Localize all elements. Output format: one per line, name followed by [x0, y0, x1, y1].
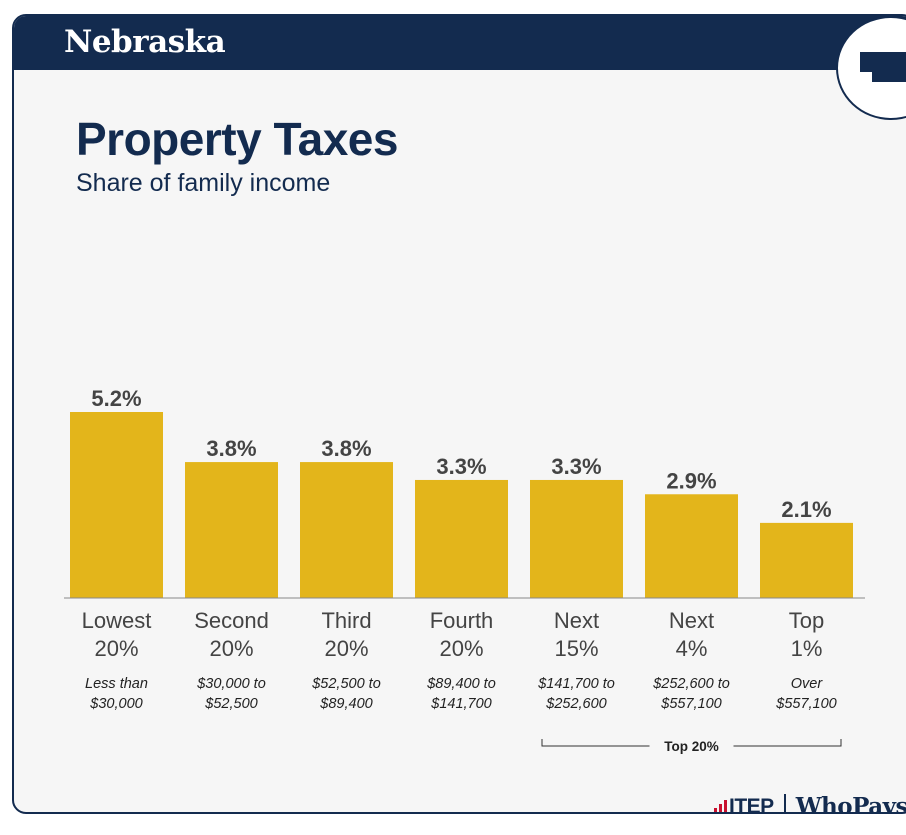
category-label-3-line-1: Third — [321, 608, 371, 633]
income-range-4-line-2: $141,700 — [430, 696, 491, 712]
income-range-3-line-2: $89,400 — [319, 696, 372, 712]
bar-2 — [185, 462, 278, 598]
income-range-7-line-1: Over — [791, 676, 824, 692]
income-range-1-line-1: Less than — [85, 676, 148, 692]
value-label-2: 3.8% — [206, 436, 256, 461]
chart-title: Property Taxes — [76, 113, 398, 165]
value-label-5: 3.3% — [551, 454, 601, 479]
category-label-5-line-1: Next — [554, 608, 599, 633]
category-label-3-line-2: 20% — [324, 636, 368, 661]
logo-divider — [783, 793, 786, 812]
itep-logo: ITEP — [714, 794, 774, 814]
category-label-2-line-1: Second — [194, 608, 269, 633]
bar-5 — [530, 479, 623, 598]
value-label-7: 2.1% — [781, 497, 831, 522]
income-range-4-line-1: $89,400 to — [426, 676, 496, 692]
bar-6 — [645, 494, 738, 598]
category-label-1-line-1: Lowest — [82, 608, 152, 633]
nebraska-map-icon — [860, 52, 906, 82]
state-name: Nebraska — [64, 24, 226, 60]
category-label-6-line-1: Next — [669, 608, 714, 633]
bar-3 — [300, 462, 393, 598]
category-label-5-line-2: 15% — [554, 636, 598, 661]
category-label-4-line-2: 20% — [439, 636, 483, 661]
income-range-7-line-2: $557,100 — [775, 696, 836, 712]
bracket-right — [733, 739, 842, 747]
income-range-2-line-2: $52,500 — [204, 696, 257, 712]
footer-logos: ITEP WhoPays? — [714, 793, 906, 814]
value-label-6: 2.9% — [666, 468, 716, 493]
bracket-left — [541, 739, 650, 747]
category-label-7-line-2: 1% — [791, 636, 823, 661]
whopays-logo: WhoPays? — [795, 793, 906, 814]
income-range-5-line-2: $252,600 — [545, 696, 606, 712]
itep-bars-icon — [714, 798, 727, 812]
income-range-2-line-1: $30,000 to — [196, 676, 266, 692]
chart-subtitle: Share of family income — [76, 169, 331, 197]
value-label-4: 3.3% — [436, 454, 486, 479]
category-label-2-line-2: 20% — [209, 636, 253, 661]
income-range-6-line-1: $252,600 to — [652, 676, 730, 692]
header-bar: Nebraska — [14, 16, 906, 70]
bar-4 — [415, 479, 508, 598]
category-label-6-line-2: 4% — [676, 636, 708, 661]
category-label-1-line-2: 20% — [94, 636, 138, 661]
chart-card: Nebraska Property Taxes Share of family … — [12, 14, 906, 814]
income-range-6-line-2: $557,100 — [660, 696, 721, 712]
bar-7 — [760, 522, 853, 598]
state-badge — [836, 16, 906, 120]
income-range-3-line-1: $52,500 to — [311, 676, 381, 692]
value-label-1: 5.2% — [91, 386, 141, 411]
income-range-1-line-2: $30,000 — [89, 696, 142, 712]
bar-1 — [70, 412, 163, 598]
income-range-5-line-1: $141,700 to — [537, 676, 615, 692]
bar-chart: 5.2% Lowest 20% Less than $30,000 3.8% Second 2… — [64, 386, 865, 754]
value-label-3: 3.8% — [321, 436, 371, 461]
category-label-4-line-1: Fourth — [430, 608, 494, 633]
category-label-7-line-1: Top — [789, 608, 824, 633]
itep-label: ITEP — [729, 794, 774, 814]
bracket-label: Top 20% — [664, 739, 719, 754]
